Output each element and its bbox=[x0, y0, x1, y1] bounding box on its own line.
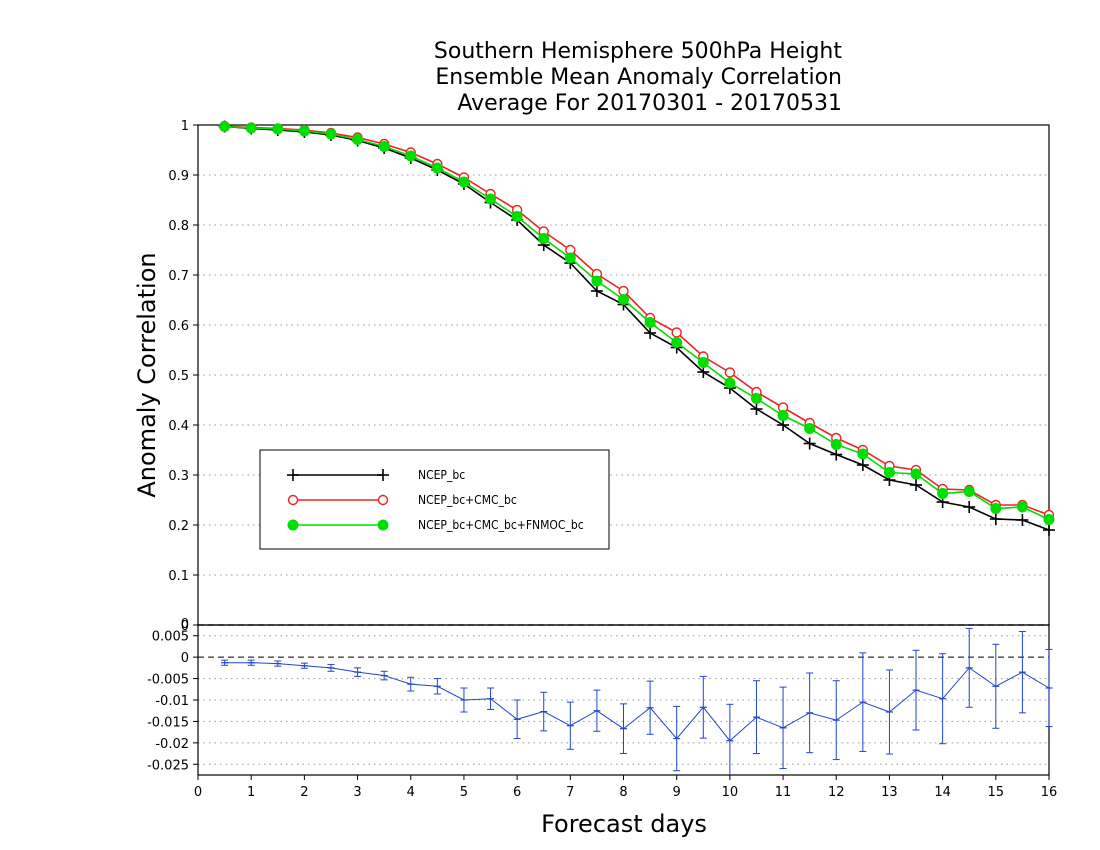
data-point-filled-circle bbox=[458, 176, 470, 188]
data-point-filled-circle bbox=[750, 393, 762, 404]
top-y-tick-label: 0.6 bbox=[168, 319, 189, 334]
series-2 bbox=[219, 121, 1055, 525]
legend-item-1: NCEP_bc+CMC_bc bbox=[287, 493, 517, 507]
data-point-filled-circle bbox=[963, 486, 975, 497]
data-point-filled-circle bbox=[618, 294, 629, 305]
bottom-y-tick-label: -0.01 bbox=[155, 694, 189, 709]
data-point-filled-circle bbox=[511, 211, 523, 222]
x-tick-label: 12 bbox=[828, 785, 845, 800]
data-point-filled-circle bbox=[431, 162, 443, 174]
data-point-filled-circle bbox=[857, 448, 869, 460]
data-point-filled-circle bbox=[990, 503, 1002, 514]
data-point-filled-circle bbox=[245, 122, 257, 134]
top-y-tick-label: 0.8 bbox=[168, 219, 189, 234]
x-tick-label: 6 bbox=[513, 785, 521, 800]
top-y-tick-label: 0 bbox=[181, 619, 189, 634]
data-point-filled-circle bbox=[538, 233, 550, 244]
data-point-filled-circle bbox=[378, 141, 390, 152]
top-y-tick-label: 0.2 bbox=[168, 519, 189, 534]
bottom-y-tick-label: 0.005 bbox=[152, 630, 189, 645]
chart-title-line-2: Ensemble Mean Anomaly Correlation bbox=[435, 65, 842, 90]
legend-label: NCEP_bc+CMC_bc+FNMOC_bc bbox=[418, 518, 584, 532]
chart-title-line-3: Average For 20170301 - 20170531 bbox=[457, 91, 842, 116]
x-tick-label: 15 bbox=[988, 785, 1005, 800]
bottom-y-tick-label: -0.015 bbox=[147, 715, 189, 730]
x-tick-label: 5 bbox=[460, 785, 468, 800]
difference-series-0 bbox=[221, 627, 1053, 775]
data-point-filled-circle bbox=[937, 488, 949, 499]
data-point-open-circle bbox=[724, 367, 736, 378]
x-tick-label: 9 bbox=[673, 785, 681, 800]
bottom-top-label: 0 bbox=[181, 617, 189, 632]
x-tick-label: 7 bbox=[566, 785, 574, 800]
x-tick-label: 4 bbox=[407, 785, 415, 800]
x-axis-label: Forecast days bbox=[541, 810, 707, 838]
x-tick-label: 2 bbox=[300, 785, 308, 800]
top-y-tick-label: 0.7 bbox=[168, 269, 189, 284]
difference-line bbox=[224, 662, 1050, 742]
data-point-filled-circle bbox=[777, 410, 789, 421]
top-panel-series bbox=[218, 120, 1055, 536]
bottom-y-tick-label: -0.02 bbox=[155, 737, 189, 752]
data-point-filled-circle bbox=[219, 121, 231, 132]
legend-label: NCEP_bc bbox=[418, 468, 465, 482]
top-y-tick-label: 0.9 bbox=[168, 169, 189, 184]
data-point-filled-circle bbox=[352, 134, 364, 145]
data-point-filled-circle bbox=[1043, 514, 1055, 525]
legend-item-2: NCEP_bc+CMC_bc+FNMOC_bc bbox=[287, 518, 584, 532]
data-point-filled-circle bbox=[591, 275, 603, 287]
top-y-tick-label: 1 bbox=[181, 119, 189, 134]
chart-title: Southern Hemisphere 500hPa Height Ensemb… bbox=[434, 39, 842, 116]
data-point-filled-circle bbox=[564, 252, 576, 264]
legend: NCEP_bc NCEP_bc+CMC_bc NCEP_bc+CMC_bc+FNMO… bbox=[259, 449, 610, 550]
top-y-tick-label: 0.3 bbox=[168, 469, 189, 484]
y-axis-label: Anomaly Correlation bbox=[133, 252, 161, 497]
data-point-open-circle bbox=[671, 327, 682, 338]
data-point-filled-circle bbox=[804, 423, 816, 434]
x-tick-label: 13 bbox=[881, 785, 898, 800]
data-point-filled-circle bbox=[377, 519, 389, 531]
data-point-filled-circle bbox=[644, 317, 656, 328]
x-tick-label: 8 bbox=[619, 785, 627, 800]
chart-title-line-1: Southern Hemisphere 500hPa Height bbox=[434, 39, 842, 64]
x-tick-label: 11 bbox=[775, 785, 792, 800]
data-point-filled-circle bbox=[671, 337, 683, 348]
x-axis-ticks: 0 1 2 3 4 5 6 7 8 9 10 11 12 13 14 15 16 bbox=[194, 775, 1057, 800]
data-point-filled-circle bbox=[298, 125, 310, 137]
bottom-y-tick-label: 0 bbox=[181, 651, 189, 666]
data-point-filled-circle bbox=[405, 150, 417, 162]
x-tick-label: 16 bbox=[1041, 785, 1058, 800]
data-point-filled-circle bbox=[697, 357, 709, 368]
bottom-y-tick-label: -0.025 bbox=[147, 758, 189, 773]
data-point-filled-circle bbox=[272, 123, 284, 135]
top-y-tick-label: 0.5 bbox=[168, 369, 189, 384]
x-tick-label: 10 bbox=[722, 785, 739, 800]
top-y-tick-label: 0.4 bbox=[168, 419, 189, 434]
data-point-filled-circle bbox=[287, 519, 299, 531]
data-point-filled-circle bbox=[883, 467, 895, 478]
data-point-open-circle bbox=[287, 494, 299, 506]
legend-item-0: NCEP_bc bbox=[287, 468, 465, 482]
data-point-open-circle bbox=[377, 494, 389, 506]
data-point-filled-circle bbox=[724, 377, 736, 389]
bottom-y-tick-label: -0.005 bbox=[147, 673, 189, 688]
top-y-axis-ticks: 0 0.1 0.2 0.3 0.4 0.5 0.6 0.7 0.8 0.9 1 bbox=[168, 119, 198, 634]
data-point-filled-circle bbox=[325, 128, 337, 140]
bottom-panel-series bbox=[221, 627, 1053, 775]
x-tick-label: 3 bbox=[353, 785, 361, 800]
legend-label: NCEP_bc+CMC_bc bbox=[418, 493, 517, 507]
data-point-filled-circle bbox=[485, 193, 497, 205]
data-point-filled-circle bbox=[1016, 501, 1028, 513]
data-point-filled-circle bbox=[910, 468, 922, 480]
data-point-filled-circle bbox=[830, 439, 842, 450]
x-tick-label: 1 bbox=[247, 785, 255, 800]
top-y-tick-label: 0.1 bbox=[168, 569, 189, 584]
x-tick-label: 0 bbox=[194, 785, 202, 800]
x-tick-label: 14 bbox=[934, 785, 951, 800]
